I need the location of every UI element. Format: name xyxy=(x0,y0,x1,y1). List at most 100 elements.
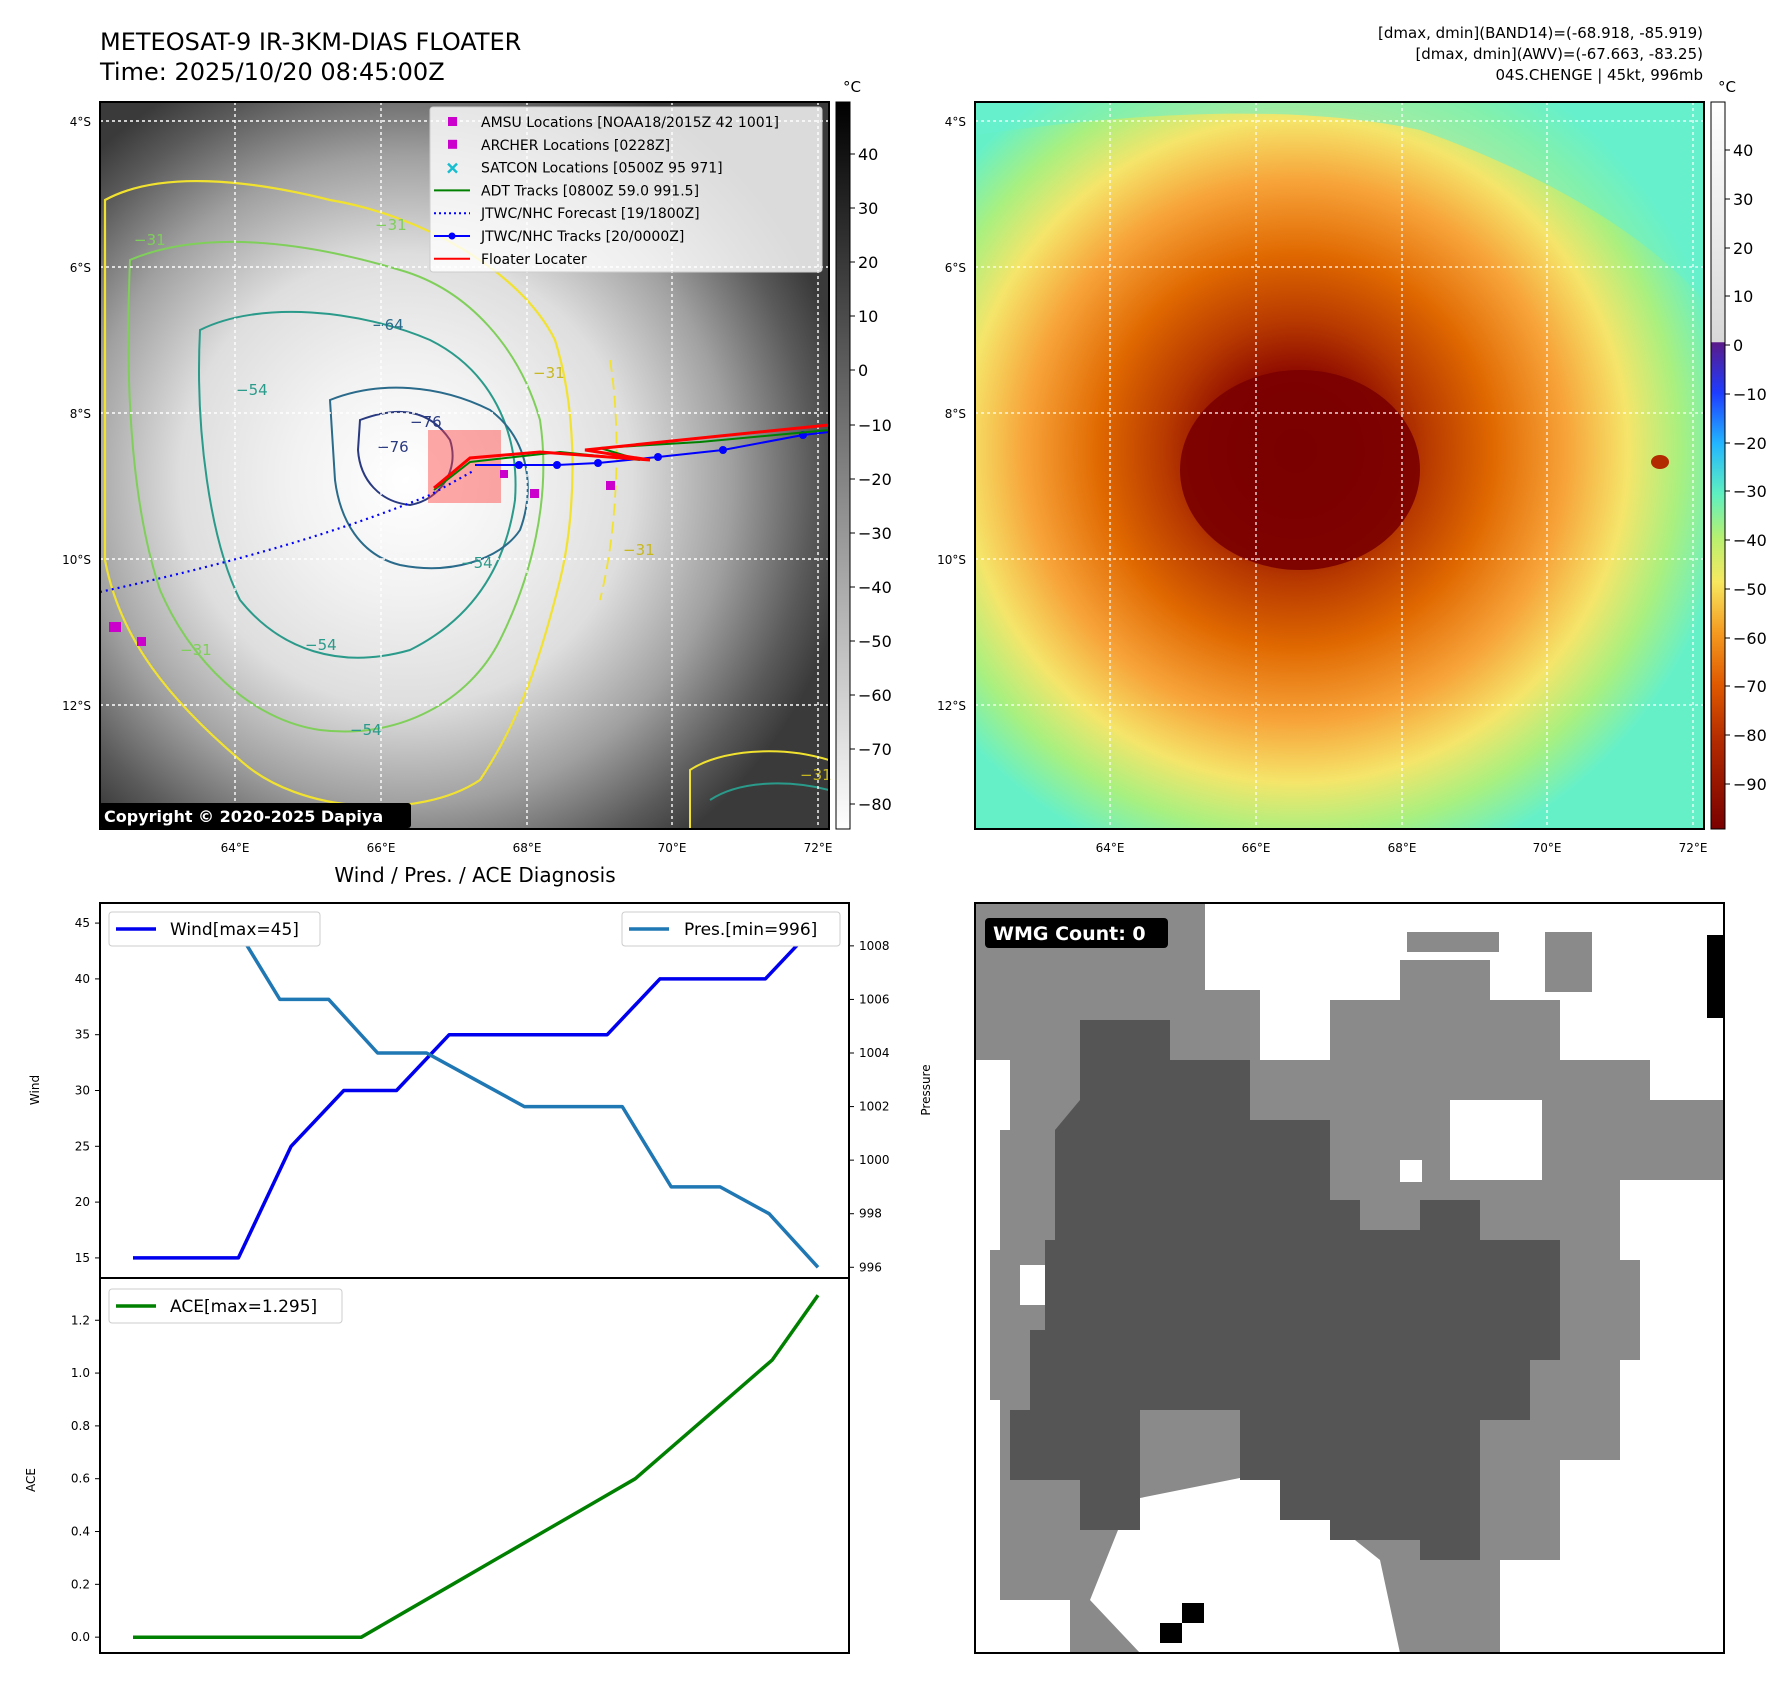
cbar-tick: −60 xyxy=(858,686,892,705)
wind-legend-label: Wind[max=45] xyxy=(170,920,299,940)
cbar-tick: −90 xyxy=(1733,775,1767,794)
pressure-tick: 1004 xyxy=(859,1046,890,1060)
cbar-tick: −40 xyxy=(1733,531,1767,550)
legend-entry: JTWC/NHC Tracks [20/0000Z] xyxy=(434,229,684,245)
forecast-track xyxy=(99,469,476,594)
lat-tick: 10°S xyxy=(937,553,966,567)
legend-entry: JTWC/NHC Forecast [19/1800Z] xyxy=(434,206,700,222)
cbar-tick: −70 xyxy=(858,740,892,759)
cbar-tick: −20 xyxy=(858,470,892,489)
contour-64 xyxy=(328,386,529,569)
wind-tick: 45 xyxy=(75,916,90,930)
awv-range: [dmax, dmin](AWV)=(-67.663, -83.25) xyxy=(1415,45,1703,63)
lat-tick: 6°S xyxy=(70,261,91,275)
wmg-count-label: WMG Count: 0 xyxy=(993,923,1146,945)
ace-tick: 1.2 xyxy=(71,1313,90,1327)
ace-tick: 0.0 xyxy=(71,1630,90,1644)
lon-tick: 68°E xyxy=(513,841,542,855)
legend-label: Floater Locater xyxy=(481,252,587,268)
lat-tick: 10°S xyxy=(62,553,91,567)
legend-entry: ADT Tracks [0800Z 59.0 991.5] xyxy=(434,183,699,199)
map-legend: AMSU Locations [NOAA18/2015Z 42 1001] ARC… xyxy=(429,106,823,273)
wind-pressure-panel: 15 20 25 30 35 40 45 996 998 1000 1002 1004 1006 100… xyxy=(28,902,933,1279)
wind-axis-label: Wind xyxy=(28,1075,42,1105)
wmg-dark-region xyxy=(1010,1020,1560,1560)
pressure-legend: Pres.[min=996] xyxy=(621,911,841,947)
contour-label: −76 xyxy=(410,413,442,431)
cbar-tick: −20 xyxy=(1733,434,1767,453)
ir-colorbar: °C 40 30 20 10 0 −10 −20 −30 −40 −50 −60 −70 −80 xyxy=(835,78,892,830)
lat-tick: 4°S xyxy=(70,115,91,129)
ir-map-axes: 4°S 6°S 8°S 10°S 12°S 64°E 66°E 68°E 70°… xyxy=(62,115,832,855)
contour-31 xyxy=(103,179,574,808)
cbar-tick: 40 xyxy=(1733,141,1753,160)
ace-series-line xyxy=(133,1294,820,1639)
wind-tick: 40 xyxy=(75,972,90,986)
wmg-panel: WMG Count: 0 xyxy=(974,902,1725,1654)
contour-label: −31 xyxy=(180,641,212,659)
ace-tick: 1.0 xyxy=(71,1366,90,1380)
lat-tick: 4°S xyxy=(945,115,966,129)
wmg-frame xyxy=(974,902,1725,1654)
jtwc-track xyxy=(475,431,830,466)
ace-tick: 0.6 xyxy=(71,1472,90,1486)
copyright: Copyright © 2020-2025 Dapiya xyxy=(104,807,383,826)
wind-tick: 15 xyxy=(75,1251,90,1265)
contour-label: −64 xyxy=(372,316,404,334)
contour-44 xyxy=(127,240,545,733)
title-line1: METEOSAT-9 IR-3KM-DIAS FLOATER xyxy=(100,28,521,56)
amsu-archer-markers xyxy=(109,470,615,646)
cbar-tick: 20 xyxy=(1733,239,1753,258)
cbar-unit: °C xyxy=(1718,78,1736,96)
ace-tick: 0.2 xyxy=(71,1577,90,1591)
pressure-tick: 998 xyxy=(859,1207,882,1221)
ace-axis-label: ACE xyxy=(24,1468,38,1492)
contour-label: −31 xyxy=(533,364,565,382)
pressure-tick: 1002 xyxy=(859,1100,890,1114)
lat-tick: 6°S xyxy=(945,261,966,275)
outer-band xyxy=(599,359,618,601)
cbar-tick: −30 xyxy=(858,524,892,543)
cold-core xyxy=(1180,370,1420,570)
cbar-tick: −80 xyxy=(858,795,892,814)
color-map-panel xyxy=(974,101,1705,830)
ace-legend: ACE[max=1.295] xyxy=(108,1288,343,1324)
copyright-box xyxy=(99,803,411,828)
pressure-tick: 1006 xyxy=(859,992,890,1006)
contour-label: −54 xyxy=(236,381,268,399)
legend-entry: AMSU Locations [NOAA18/2015Z 42 1001] xyxy=(448,115,779,131)
cbar-tick: 20 xyxy=(858,253,878,272)
color-gridlines xyxy=(975,102,1704,829)
wind-tick: 25 xyxy=(75,1139,90,1153)
contour-54-corner xyxy=(709,782,829,801)
legend-entry: ARCHER Locations [0228Z] xyxy=(448,138,670,154)
wind-legend: Wind[max=45] xyxy=(108,911,321,947)
lon-tick: 70°E xyxy=(1533,841,1562,855)
ace-legend-label: ACE[max=1.295] xyxy=(170,1297,317,1317)
cbar-tick: −80 xyxy=(1733,726,1767,745)
legend-label: JTWC/NHC Tracks [20/0000Z] xyxy=(480,229,684,245)
lat-tick: 12°S xyxy=(937,699,966,713)
chart-title: Wind / Pres. / ACE Diagnosis xyxy=(334,863,615,887)
contour-label: −31 xyxy=(375,216,407,234)
lon-tick: 72°E xyxy=(804,841,833,855)
ace-tick: 0.8 xyxy=(71,1419,90,1433)
cbar-tick: 10 xyxy=(858,307,878,326)
legend-label: AMSU Locations [NOAA18/2015Z 42 1001] xyxy=(481,115,779,131)
cbar-tick: −50 xyxy=(858,632,892,651)
color-map-axes: 4°S 6°S 8°S 10°S 12°S 64°E 66°E 68°E 70°… xyxy=(937,115,1707,855)
cbar-tick: 0 xyxy=(858,361,868,380)
band14-range: [dmax, dmin](BAND14)=(-68.918, -85.919) xyxy=(1378,24,1703,42)
cbar-tick: 40 xyxy=(858,145,878,164)
lon-tick: 66°E xyxy=(1242,841,1271,855)
cbar-tick: 30 xyxy=(858,199,878,218)
contour-label: −31 xyxy=(800,766,832,784)
contour-31-corner xyxy=(689,750,829,829)
pressure-tick: 1008 xyxy=(859,939,890,953)
contour-label: −76 xyxy=(377,438,409,456)
legend-entry: SATCON Locations [0500Z 95 971] xyxy=(447,161,723,177)
color-map-frame xyxy=(974,101,1705,830)
pressure-legend-label: Pres.[min=996] xyxy=(684,920,817,940)
cbar-tick: −40 xyxy=(858,578,892,597)
